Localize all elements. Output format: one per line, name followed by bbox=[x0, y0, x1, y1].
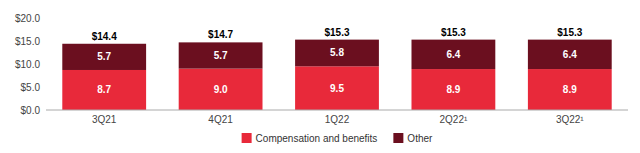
data-label: 9.0 bbox=[214, 84, 228, 95]
y-tick-label: $10.0 bbox=[15, 59, 40, 70]
legend-swatch bbox=[242, 133, 252, 143]
bar-segment bbox=[528, 69, 612, 110]
legend: Compensation and benefits Other bbox=[242, 133, 433, 144]
total-label: $14.4 bbox=[92, 31, 117, 42]
bar-segment bbox=[295, 66, 379, 110]
legend-swatch bbox=[393, 133, 403, 143]
bar-segment bbox=[295, 40, 379, 67]
bar-segment bbox=[528, 40, 612, 69]
x-tick-label: 3Q21 bbox=[92, 114, 117, 125]
legend-label: Other bbox=[407, 133, 433, 144]
data-label: 6.4 bbox=[446, 49, 460, 60]
data-label: 5.8 bbox=[330, 47, 344, 58]
x-tick-label: 2Q22¹ bbox=[440, 114, 468, 125]
y-tick-label: $20.0 bbox=[15, 13, 40, 24]
total-label: $15.3 bbox=[324, 27, 349, 38]
legend-label: Compensation and benefits bbox=[256, 133, 378, 144]
x-tick-label: 1Q22 bbox=[325, 114, 350, 125]
data-label: 8.7 bbox=[97, 84, 111, 95]
bar-segment bbox=[411, 69, 495, 110]
y-tick-label: $5.0 bbox=[21, 82, 41, 93]
x-axis-line bbox=[46, 110, 628, 111]
bar-segment bbox=[62, 44, 146, 70]
chart: $0.0 $5.0 $10.0 $15.0 $20.0 8.7 9.0 9.5 8.9 8.9 5.… bbox=[0, 0, 640, 153]
bar-segment bbox=[179, 42, 263, 68]
data-label: 5.7 bbox=[214, 50, 228, 61]
data-label: 8.9 bbox=[563, 84, 577, 95]
x-tick-label: 3Q22¹ bbox=[556, 114, 584, 125]
total-label: $15.3 bbox=[441, 27, 466, 38]
y-tick-label: $15.0 bbox=[15, 36, 40, 47]
total-label: $14.7 bbox=[208, 29, 233, 40]
bar-segment bbox=[62, 70, 146, 110]
bars bbox=[62, 40, 611, 110]
y-tick-label: $0.0 bbox=[21, 105, 41, 116]
data-label: 9.5 bbox=[330, 83, 344, 94]
data-label: 8.9 bbox=[446, 84, 460, 95]
total-label: $15.3 bbox=[557, 27, 582, 38]
x-tick-label: 4Q21 bbox=[208, 114, 233, 125]
data-label: 6.4 bbox=[563, 49, 577, 60]
data-label: 5.7 bbox=[97, 51, 111, 62]
bar-segment bbox=[179, 69, 263, 110]
bar-segment bbox=[411, 40, 495, 69]
